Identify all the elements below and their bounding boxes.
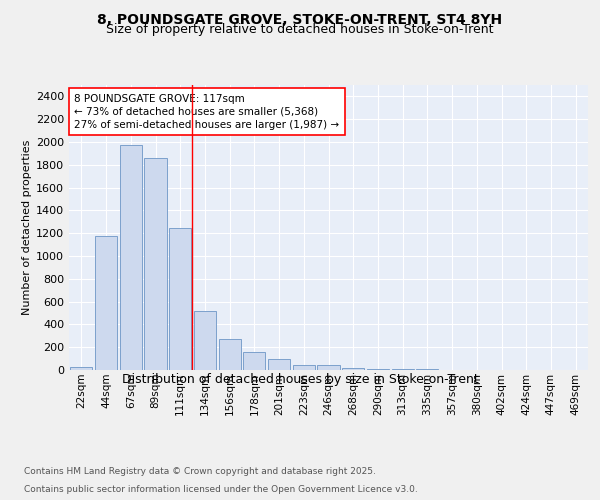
Bar [342,368,364,370]
Text: Contains public sector information licensed under the Open Government Licence v3: Contains public sector information licen… [24,485,418,494]
Bar [119,145,142,370]
Bar [169,228,191,370]
Bar [317,366,340,370]
Bar [293,365,315,370]
Text: Size of property relative to detached houses in Stoke-on-Trent: Size of property relative to detached ho… [106,24,494,36]
Bar [218,338,241,370]
Text: Contains HM Land Registry data © Crown copyright and database right 2025.: Contains HM Land Registry data © Crown c… [24,467,376,476]
Bar [70,367,92,370]
Text: 8 POUNDSGATE GROVE: 117sqm
← 73% of detached houses are smaller (5,368)
27% of s: 8 POUNDSGATE GROVE: 117sqm ← 73% of deta… [74,94,340,130]
Text: Distribution of detached houses by size in Stoke-on-Trent: Distribution of detached houses by size … [122,372,478,386]
Bar [268,359,290,370]
Text: 8, POUNDSGATE GROVE, STOKE-ON-TRENT, ST4 8YH: 8, POUNDSGATE GROVE, STOKE-ON-TRENT, ST4… [97,12,503,26]
Bar [145,158,167,370]
Bar [243,352,265,370]
Bar [194,310,216,370]
Y-axis label: Number of detached properties: Number of detached properties [22,140,32,315]
Bar [95,236,117,370]
Bar [367,369,389,370]
